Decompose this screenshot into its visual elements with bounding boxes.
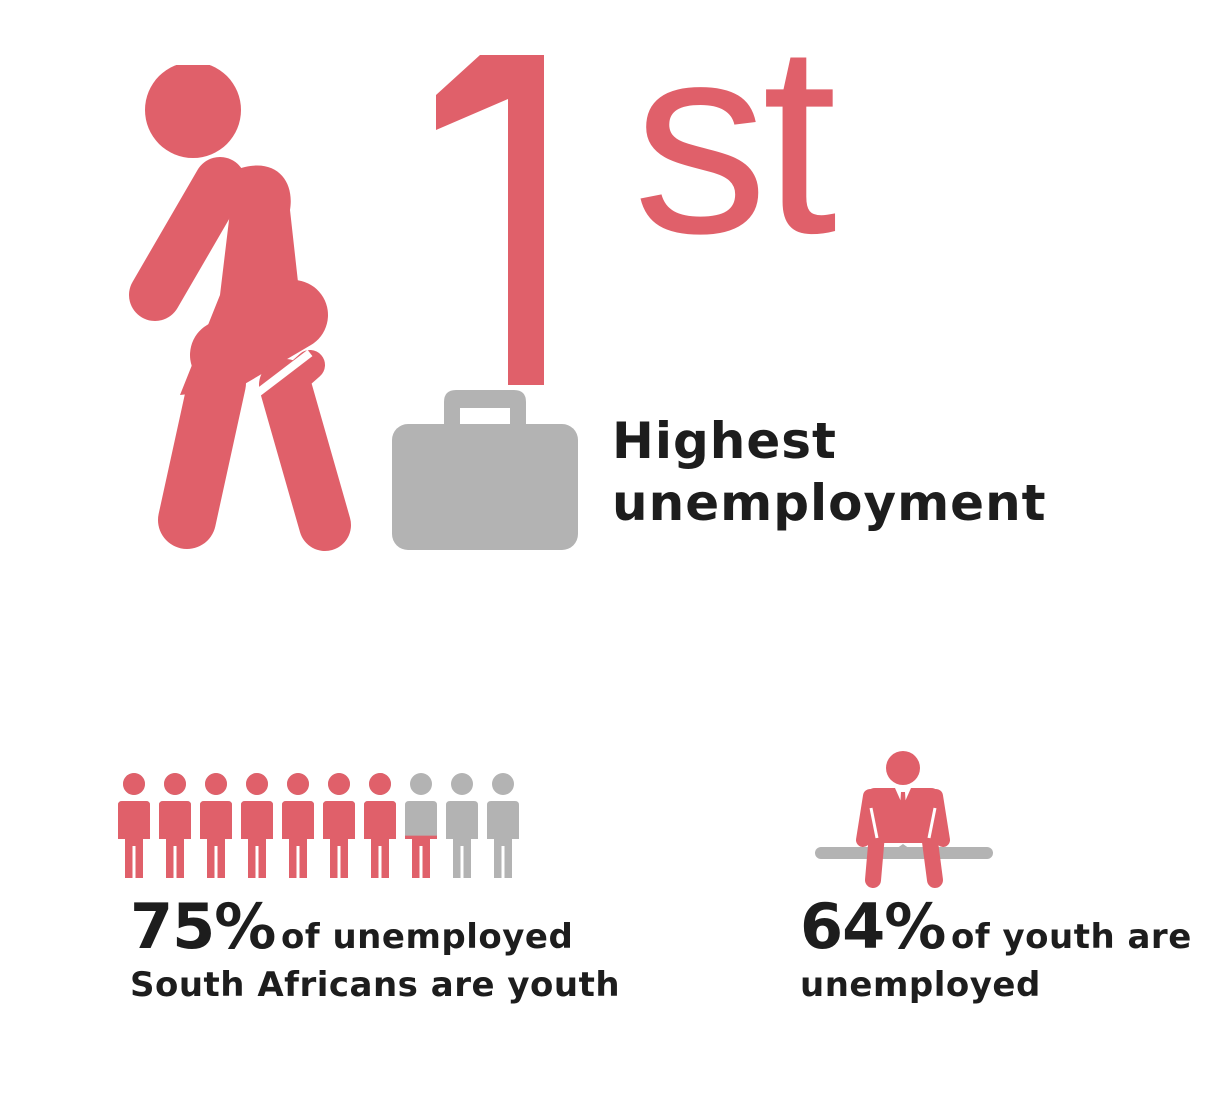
person-icon — [282, 773, 314, 878]
person-icon — [487, 773, 519, 878]
person-icon — [159, 773, 191, 878]
person-icon — [364, 773, 396, 878]
stat-youth-unemployed-text-line1: of youth are — [950, 917, 1192, 957]
stat-youth-share-text-line2: South Africans are youth — [130, 965, 621, 1005]
rank-label-line2: unemployment — [612, 474, 1047, 532]
stat-youth-unemployed: 64% of youth are unemployed — [800, 890, 1192, 1007]
person-icon — [118, 773, 150, 878]
briefcase-icon — [392, 390, 578, 550]
people-figures — [118, 773, 519, 878]
person-icon — [446, 773, 478, 878]
person-icon — [323, 773, 355, 878]
rank-suffix: st — [633, 0, 837, 290]
stat-youth-share-value: 75% — [130, 890, 276, 963]
stat-youth-share-text-line1: of unemployed — [280, 917, 574, 957]
rank-label-line1: Highest — [612, 412, 837, 470]
person-icon — [405, 773, 437, 878]
stat-youth-unemployed-text-line2: unemployed — [800, 965, 1041, 1005]
person-icon — [200, 773, 232, 878]
walking-person-icon — [129, 65, 351, 551]
rank-number-shape — [436, 55, 544, 385]
stat-youth-unemployed-value: 64% — [800, 890, 946, 963]
sitting-person-icon — [815, 751, 993, 888]
stat-youth-share: 75% of unemployed South Africans are you… — [130, 890, 620, 1007]
person-icon — [241, 773, 273, 878]
rank-label: Highest unemployment — [612, 410, 1047, 534]
